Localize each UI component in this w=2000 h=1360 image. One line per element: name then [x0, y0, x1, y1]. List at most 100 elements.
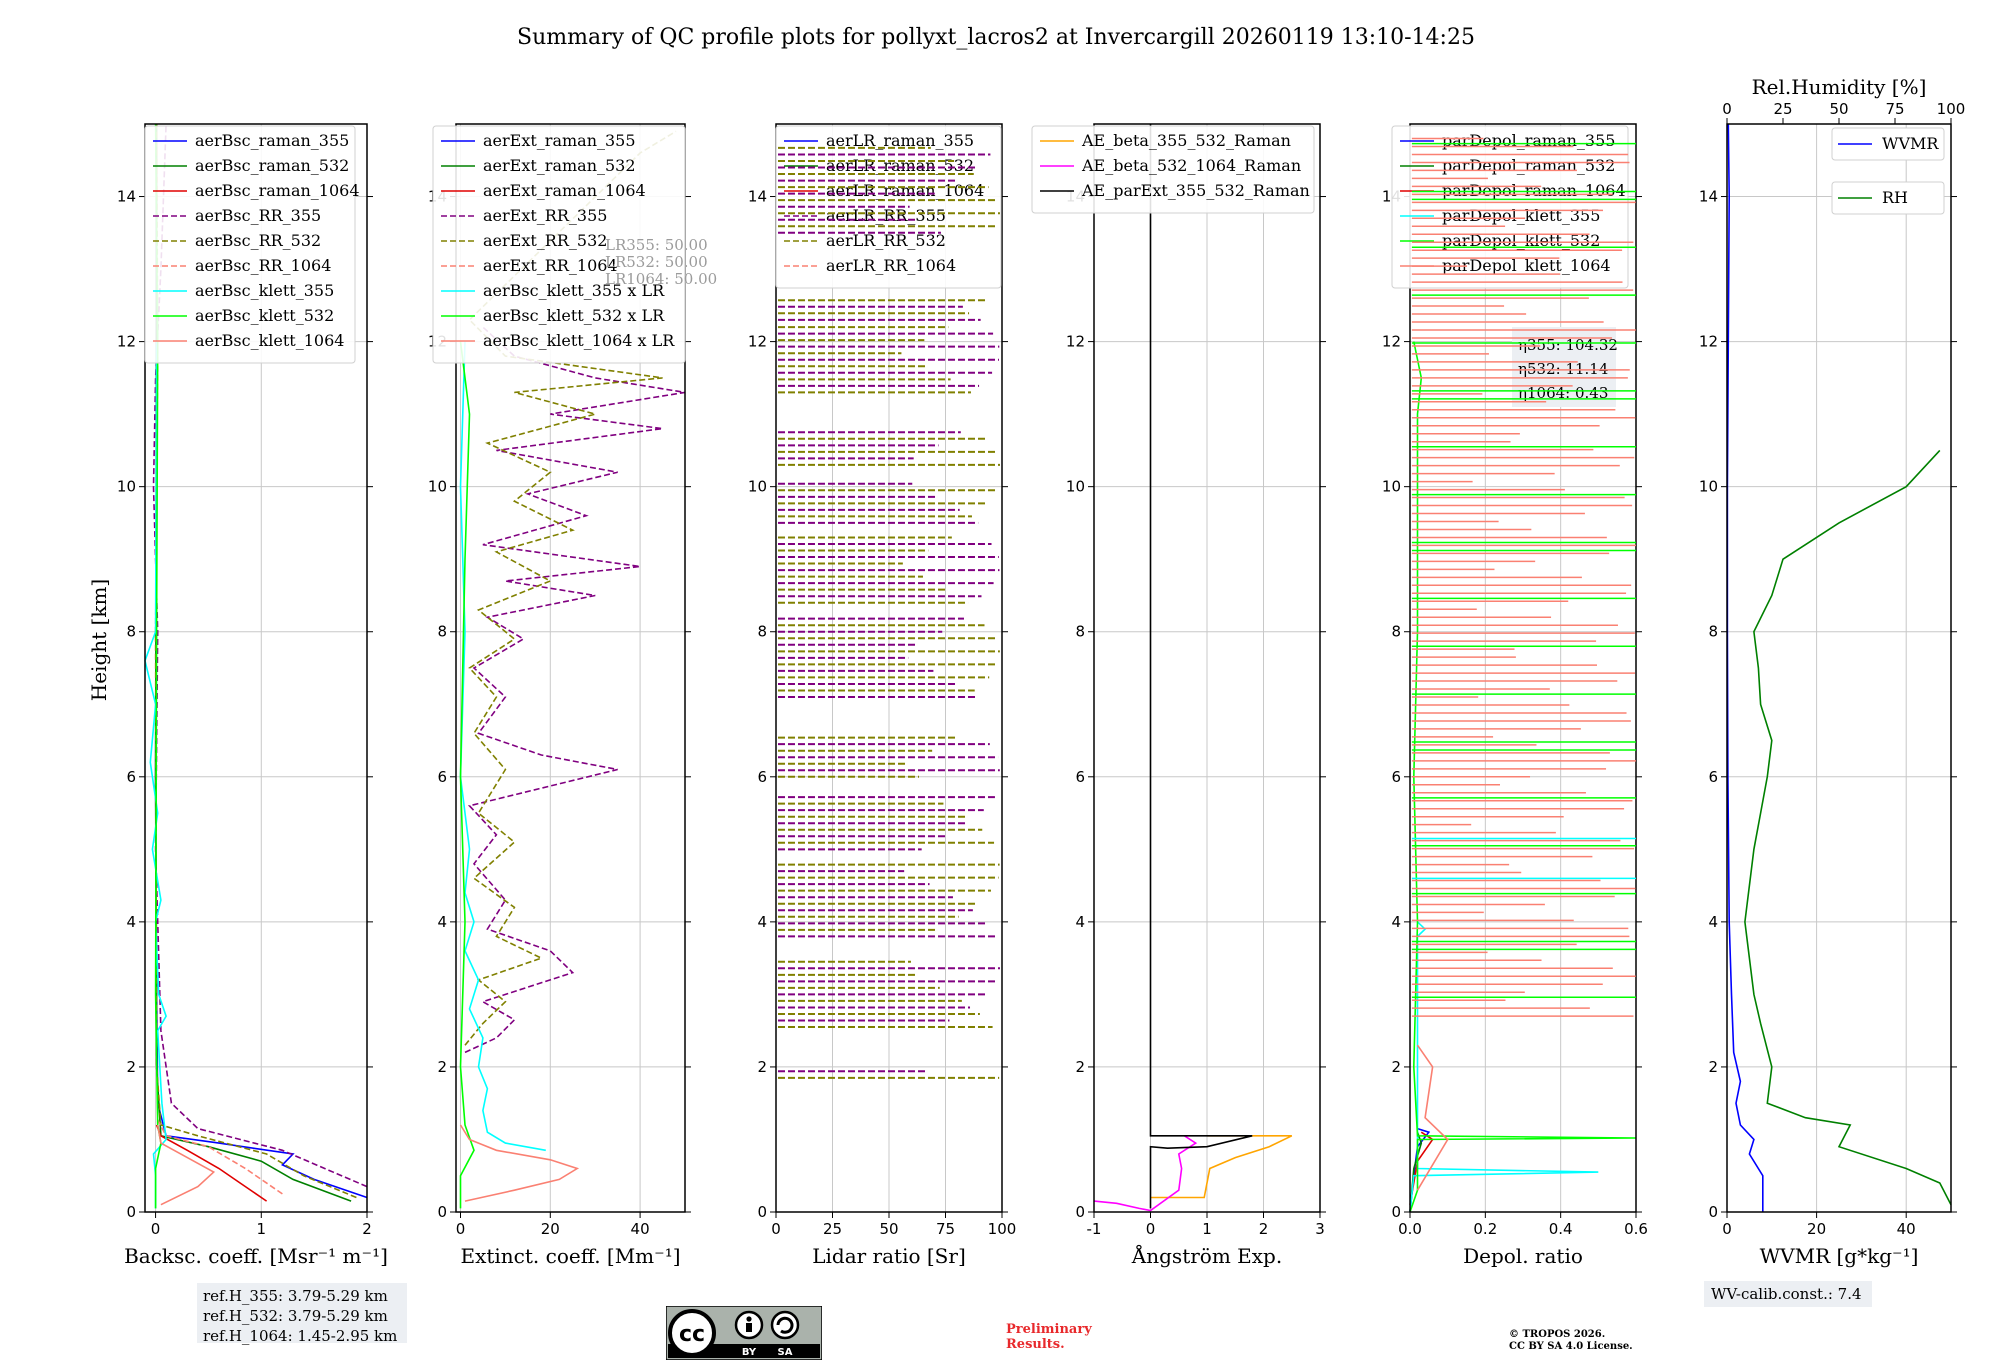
x2-tick-label: 100	[1937, 100, 1966, 118]
y-tick-label: 4	[1708, 913, 1718, 931]
copyright-line-1: © TROPOS 2026.	[1509, 1329, 1606, 1340]
legend-label: aerBsc_raman_355	[195, 131, 349, 150]
legend-label: parDepol_raman_1064	[1442, 181, 1626, 200]
y-tick-label: 0	[126, 1203, 136, 1221]
reference-heights-box: ref.H_355: 3.79-5.29 km ref.H_532: 3.79-…	[197, 1283, 407, 1345]
y-tick-label: 6	[437, 768, 447, 786]
y-tick-label: 4	[1075, 913, 1085, 931]
series-line-pardepol-klett-532	[1409, 341, 1637, 1213]
sa-icon	[770, 1310, 800, 1340]
legend-label: aerExt_RR_1064	[483, 256, 618, 275]
y-tick-label: 0	[757, 1203, 767, 1221]
figure-title: Summary of QC profile plots for pollyxt_…	[517, 25, 1475, 50]
preliminary-line-1: Preliminary	[1006, 1322, 1092, 1337]
panel-3: 0 25 50 75 100 0 2 4 6 8 10 12 14 Lidar ratio [Sr] aer…	[748, 123, 1016, 1268]
wv-calibration-box: WV-calib.const.: 7.4	[1704, 1281, 1872, 1307]
lr-annotation-line: LR355: 50.00	[605, 236, 708, 254]
y-tick-label: 4	[437, 913, 447, 931]
y-tick-label: 4	[757, 913, 767, 931]
x-tick-label: 3	[1315, 1220, 1325, 1238]
y-tick-label: 8	[1075, 623, 1085, 641]
x-axis-label: Ångström Exp.	[1131, 1243, 1282, 1268]
legend-label: parDepol_klett_355	[1442, 206, 1600, 225]
y-tick-label: 10	[1699, 478, 1718, 496]
legend-label: parDepol_raman_532	[1442, 156, 1615, 175]
series-line-ae-beta-355-532-raman	[1150, 1135, 1293, 1199]
series-line-ae-parext-355-532-raman	[1149, 124, 1253, 1209]
legend-label: aerBsc_raman_532	[195, 156, 349, 175]
legend-label: aerBsc_klett_355 x LR	[483, 281, 665, 300]
legend-label: AE_parExt_355_532_Raman	[1081, 181, 1310, 200]
y-tick-label: 10	[1382, 478, 1401, 496]
legend-label: AE_beta_532_1064_Raman	[1081, 156, 1301, 175]
x-axis-label: Depol. ratio	[1463, 1244, 1583, 1268]
series-line-aerbsc-rr-355	[152, 123, 368, 1188]
legend-label: aerExt_RR_532	[483, 231, 607, 250]
y-tick-label: 8	[1391, 623, 1401, 641]
x2-tick-label: 75	[1885, 100, 1904, 118]
copyright-line-2: CC BY SA 4.0 License.	[1509, 1341, 1633, 1352]
y-tick-label: 12	[117, 333, 136, 351]
series-line-aerext-rr-532	[464, 130, 677, 1046]
y-tick-label: 6	[126, 768, 136, 786]
series-line-aerbsc-raman-1064	[155, 1124, 268, 1202]
x-tick-label: 50	[879, 1220, 898, 1238]
plot-frame	[1409, 123, 1637, 1213]
y-tick-label: 2	[126, 1058, 136, 1076]
eta-annotation-box	[1512, 327, 1616, 407]
y-tick-label: 10	[1066, 478, 1085, 496]
y-tick-label: 6	[1391, 768, 1401, 786]
series-line-aerbsc-rr-1064	[155, 1117, 283, 1195]
legend-box	[1831, 127, 1945, 161]
legend-label: aerLR_RR_1064	[826, 256, 956, 275]
y-tick-label: 2	[757, 1058, 767, 1076]
y-tick-label: 14	[748, 188, 767, 206]
y-tick-label: 12	[1066, 333, 1085, 351]
legend-label: aerBsc_RR_355	[195, 206, 321, 225]
legend-label: AE_beta_355_532_Raman	[1081, 131, 1291, 150]
x-tick-label: 40	[631, 1220, 650, 1238]
x-tick-label: 0.4	[1549, 1220, 1573, 1238]
copyright-notice: © TROPOS 2026. CC BY SA 4.0 License.	[1509, 1329, 1633, 1353]
legend-label: aerBsc_klett_532	[195, 306, 334, 325]
y-tick-label: 8	[126, 623, 136, 641]
x-tick-label: 0	[1722, 1220, 1732, 1238]
x-axis-label: Backsc. coeff. [Msr⁻¹ m⁻¹]	[124, 1244, 388, 1268]
plot-frame	[455, 123, 686, 1213]
y-tick-label: 8	[757, 623, 767, 641]
by-label: BY	[742, 1347, 757, 1358]
legend-label: parDepol_raman_355	[1442, 131, 1615, 150]
legend-box	[1031, 125, 1315, 214]
plot-frame	[144, 123, 368, 1213]
legend-label: WVMR	[1882, 134, 1939, 153]
y-tick-label: 8	[437, 623, 447, 641]
x-tick-label: 0	[771, 1220, 781, 1238]
legend-label: aerLR_raman_1064	[826, 181, 984, 200]
legend-label: aerBsc_klett_532 x LR	[483, 306, 665, 325]
cc-logo-text: cc	[679, 1322, 705, 1347]
ref-height-355: ref.H_355: 3.79-5.29 km	[203, 1287, 388, 1305]
y-tick-label: 4	[126, 913, 136, 931]
lr-annotation-line: LR532: 50.00	[605, 253, 708, 271]
series-line-rh	[1744, 449, 1952, 1206]
x-tick-label: 1	[257, 1220, 267, 1238]
x-tick-label: 0.6	[1624, 1220, 1648, 1238]
x-tick-label: 0.2	[1473, 1220, 1497, 1238]
legend-label: aerExt_raman_1064	[483, 181, 646, 200]
legend-box	[144, 125, 356, 364]
y-tick-label: 6	[1075, 768, 1085, 786]
series-line-aerbsc-klett-1064	[156, 1124, 216, 1206]
ref-height-532: ref.H_532: 3.79-5.29 km	[203, 1307, 388, 1325]
ref-height-1064: ref.H_1064: 1.45-2.95 km	[203, 1327, 398, 1345]
y-tick-label: 6	[1708, 768, 1718, 786]
x-tick-label: 20	[1807, 1220, 1826, 1238]
y-tick-label: 10	[117, 478, 136, 496]
series-line-aerbsc-klett-532-x-lr	[459, 341, 475, 1209]
panel-2: 0204002468101214Extinct. coeff. [Mm⁻¹]ae…	[428, 123, 717, 1268]
lidar-ratio-bars	[778, 146, 1000, 1079]
y-tick-label: 0	[437, 1203, 447, 1221]
legend-label: aerBsc_raman_1064	[195, 181, 360, 200]
